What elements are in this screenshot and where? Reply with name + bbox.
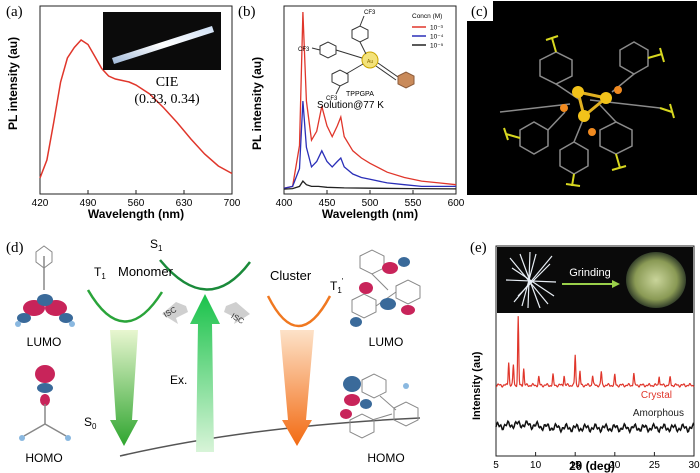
cf3-label-bottom: CF3: [326, 96, 338, 102]
cluster-emission-arrow: [280, 330, 314, 446]
condition-label: Solution@77 K: [317, 100, 384, 111]
amorphous-xrd-line: [495, 419, 695, 435]
panel-d: (d) ISC ISC T1 S1 T1' S0 Monomer Cluster…: [6, 237, 421, 465]
panel-e-label: (e): [470, 240, 487, 256]
ground-powder-image: [626, 252, 686, 308]
panel-b-x-tick-label: 450: [319, 198, 336, 209]
panel-e-xlabel: 2θ (deg): [569, 459, 615, 473]
panel-b-legend: 10⁻³ 10⁻⁴ 10⁻⁵: [412, 25, 444, 50]
panel-a-cie-label: CIE: [156, 75, 179, 90]
panel-a-x-tick-label: 560: [128, 198, 145, 209]
cf3-label-left: CF3: [298, 47, 310, 53]
amorphous-series-label: Amorphous: [633, 408, 684, 419]
t1-label: T1: [94, 265, 106, 281]
legend-entry-label: 10⁻³: [430, 25, 444, 32]
s0-label: S0: [84, 415, 97, 431]
cluster-lumo-orbital: [350, 249, 421, 327]
panel-a-ylabel: PL intensity (au): [6, 37, 20, 130]
tppgpa-structure-drawing: [311, 15, 415, 95]
compound-name: TPPGPA: [346, 91, 374, 98]
panel-e-x-tick-label: 30: [688, 460, 700, 471]
panel-b-series-line: [283, 11, 457, 189]
panel-a-x-tick-label: 490: [80, 198, 97, 209]
panel-a-x-tick-label: 630: [176, 198, 193, 209]
panel-e-x-ticks: 5 10 15 20 25 30: [493, 452, 700, 471]
panel-c-label: (c): [471, 4, 488, 20]
panel-a-label: (a): [6, 4, 23, 20]
panel-b-xlabel: Wavelength (nm): [322, 207, 418, 221]
isc-left-arrow: [162, 302, 188, 324]
cf3-groups: [503, 35, 675, 187]
panel-a-xlabel: Wavelength (nm): [88, 207, 184, 221]
excitation-label: Ex.: [170, 373, 187, 387]
t1-prime-label: T1': [330, 277, 344, 295]
s0-curve: [119, 417, 421, 457]
needle-crystals-image: [505, 251, 557, 309]
panel-e-x-tick-label: 5: [493, 460, 499, 471]
panel-d-label: (d): [6, 240, 24, 256]
t1-monomer-well: [86, 289, 164, 323]
legend-title: Concn (M): [412, 13, 442, 20]
panel-b-x-tick-label: 500: [362, 198, 379, 209]
panel-b-x-ticks: 400 450 500 550 600: [276, 190, 465, 209]
grinding-label: Grinding: [569, 267, 611, 279]
panel-b-spectra: [283, 11, 457, 190]
legend-entry-label: 10⁻⁴: [430, 34, 444, 41]
s1-well: [159, 259, 251, 291]
panel-b-series-line: [283, 180, 457, 190]
panel-e-x-tick-label: 10: [530, 460, 542, 471]
au-atom-label: Au: [367, 59, 373, 65]
isc-right-arrow: [224, 302, 250, 324]
panel-b-x-tick-label: 600: [448, 198, 465, 209]
panel-c-label-bg: [467, 1, 493, 21]
legend-entry-label: 10⁻⁵: [430, 43, 444, 50]
gold-cluster: [560, 86, 622, 136]
panel-e: (e) Grinding Intensity (au) 2θ (deg) 5 10…: [470, 240, 700, 473]
s1-label: S1: [150, 237, 163, 253]
cf3-label-top: CF3: [364, 10, 376, 16]
crystal-structure-image: [467, 1, 697, 195]
monomer-emission-arrow: [110, 330, 138, 446]
glowing-rod-image: [112, 26, 214, 64]
panel-b-ylabel: PL intensity (au): [250, 57, 264, 150]
cluster-lumo-label: LUMO: [369, 335, 404, 349]
grinding-arrow-head: [612, 280, 620, 288]
panel-e-ylabel: Intensity (au): [471, 351, 483, 420]
monomer-lumo-orbital: [15, 245, 75, 327]
panel-b-x-tick-label: 550: [405, 198, 422, 209]
panel-e-frame: [495, 245, 695, 457]
panel-e-x-tick-label: 25: [649, 460, 661, 471]
panel-a: (a) PL intensity (au) Wavelength (nm) 42…: [6, 4, 241, 221]
crystal-series-label: Crystal: [641, 390, 672, 401]
panel-b-label: (b): [238, 4, 256, 20]
panel-a-x-ticks: 420 490 560 630 700: [32, 190, 241, 209]
panel-a-x-tick-label: 700: [224, 198, 241, 209]
monomer-homo-label: HOMO: [25, 451, 62, 465]
monomer-homo-orbital: [19, 365, 71, 441]
panel-e-x-tick-label: 15: [570, 460, 582, 471]
panel-b: (b) PL intensity (au) Wavelength (nm) 40…: [238, 4, 465, 221]
panel-b-x-tick-label: 400: [276, 198, 293, 209]
panel-a-x-tick-label: 420: [32, 198, 49, 209]
monomer-label: Monomer: [118, 264, 174, 279]
panel-a-cie-value: (0.33, 0.34): [134, 92, 200, 107]
panel-e-x-tick-label: 20: [609, 460, 621, 471]
panel-b-series-line: [283, 100, 456, 189]
panel-c: (c): [467, 1, 697, 195]
excitation-arrow: [190, 294, 220, 452]
panel-a-spectrum-line: [39, 39, 233, 179]
cluster-label: Cluster: [270, 268, 312, 283]
cluster-homo-orbital: [340, 373, 419, 439]
crystal-xrd-line: [495, 316, 695, 388]
t1-cluster-well: [266, 295, 332, 328]
monomer-lumo-label: LUMO: [27, 335, 62, 349]
cluster-homo-label: HOMO: [367, 451, 404, 465]
